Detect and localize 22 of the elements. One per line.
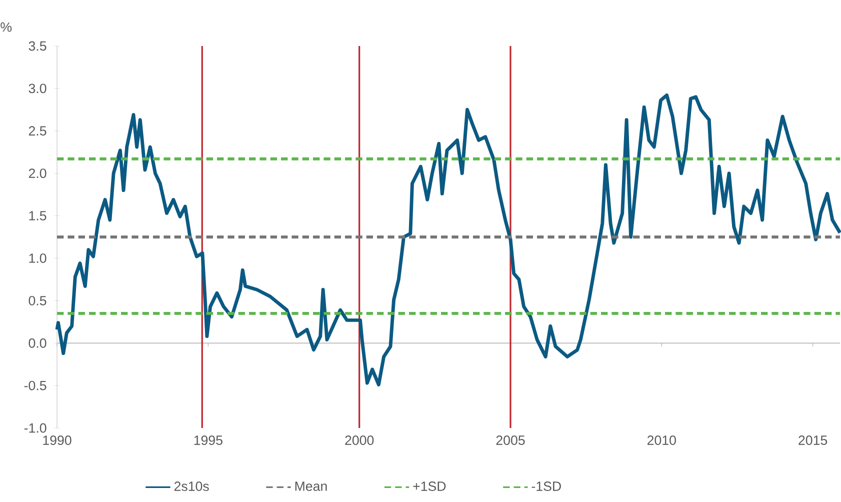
x-tick-label: 1990 xyxy=(43,436,72,445)
x-tick-label: 2010 xyxy=(647,436,676,445)
legend-label: 2s10s xyxy=(174,482,209,491)
legend-label: Mean xyxy=(295,482,327,491)
x-tick-label: 2005 xyxy=(496,436,525,445)
y-tick-label: 2.0 xyxy=(28,168,46,178)
y-tick-label: 3.0 xyxy=(28,84,46,94)
y-tick-label: -0.5 xyxy=(24,380,46,390)
x-tick-label: 2015 xyxy=(798,436,828,445)
y-tick-label: 1.0 xyxy=(29,253,46,263)
line-series xyxy=(55,93,841,386)
y-tick-label: 3.5 xyxy=(28,41,46,51)
legend-label: +1SD xyxy=(413,482,446,491)
y-axis-title: % xyxy=(0,22,12,32)
legend-label: -1SD xyxy=(532,482,561,491)
y-tick-label: 0.0 xyxy=(28,338,46,348)
y-tick-label: 1.5 xyxy=(29,211,46,220)
x-tick-label: 2000 xyxy=(345,436,374,445)
y-tick-label: -1.0 xyxy=(24,423,46,433)
x-tick-label: 1995 xyxy=(194,436,222,445)
y-tick-label: 2.5 xyxy=(28,126,46,136)
y-tick-label: 0.5 xyxy=(28,296,46,306)
